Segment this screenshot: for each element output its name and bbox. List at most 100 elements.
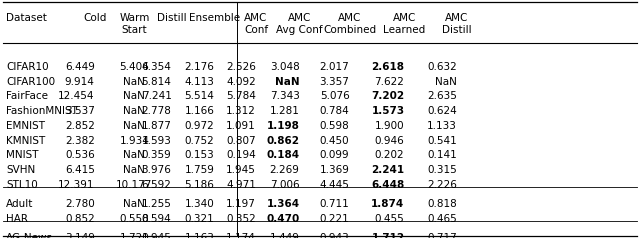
Text: NaN: NaN <box>275 77 300 87</box>
Text: 1.900: 1.900 <box>375 121 404 131</box>
Text: 3.149: 3.149 <box>65 233 95 238</box>
Text: AMC
Avg Conf: AMC Avg Conf <box>276 13 323 35</box>
Text: Adult: Adult <box>6 199 34 209</box>
Text: 1.593: 1.593 <box>141 136 172 146</box>
Text: 0.359: 0.359 <box>142 150 172 160</box>
Text: AMC
Conf: AMC Conf <box>244 13 268 35</box>
Text: SVHN: SVHN <box>6 165 36 175</box>
Text: 1.163: 1.163 <box>184 233 214 238</box>
Text: 2.176: 2.176 <box>184 62 214 72</box>
Text: EMNIST: EMNIST <box>6 121 45 131</box>
Text: Distill: Distill <box>157 13 186 23</box>
Text: 1.174: 1.174 <box>226 233 256 238</box>
Text: 4.092: 4.092 <box>227 77 256 87</box>
Text: 1.759: 1.759 <box>184 165 214 175</box>
Text: 1.369: 1.369 <box>319 165 349 175</box>
Text: 0.752: 0.752 <box>185 136 214 146</box>
Text: 4.971: 4.971 <box>226 180 256 190</box>
Text: AMC
Distill: AMC Distill <box>442 13 472 35</box>
Text: MNIST: MNIST <box>6 150 39 160</box>
Text: 6.448: 6.448 <box>371 180 404 190</box>
Text: 5.814: 5.814 <box>141 77 172 87</box>
Text: 0.632: 0.632 <box>428 62 457 72</box>
Text: 0.946: 0.946 <box>375 136 404 146</box>
Text: 12.391: 12.391 <box>58 180 95 190</box>
Text: 0.352: 0.352 <box>227 214 256 224</box>
Text: 7.006: 7.006 <box>270 180 300 190</box>
Text: 0.194: 0.194 <box>227 150 256 160</box>
Text: 2.778: 2.778 <box>141 106 172 116</box>
Text: 0.315: 0.315 <box>428 165 457 175</box>
Text: 6.592: 6.592 <box>141 180 172 190</box>
Text: 5.406: 5.406 <box>120 62 149 72</box>
Text: 9.914: 9.914 <box>65 77 95 87</box>
Text: 0.862: 0.862 <box>266 136 300 146</box>
Text: 1.945: 1.945 <box>226 165 256 175</box>
Text: 1.166: 1.166 <box>184 106 214 116</box>
Text: 3.976: 3.976 <box>141 165 172 175</box>
Text: Cold: Cold <box>83 13 106 23</box>
Text: 0.450: 0.450 <box>320 136 349 146</box>
Text: HAR: HAR <box>6 214 28 224</box>
Text: 4.113: 4.113 <box>184 77 214 87</box>
Text: 0.455: 0.455 <box>375 214 404 224</box>
Text: 1.312: 1.312 <box>226 106 256 116</box>
Text: 1.340: 1.340 <box>185 199 214 209</box>
Text: CIFAR10: CIFAR10 <box>6 62 49 72</box>
Text: 2.635: 2.635 <box>427 91 457 101</box>
Text: NaN: NaN <box>124 165 145 175</box>
Text: 1.573: 1.573 <box>371 106 404 116</box>
Text: 0.465: 0.465 <box>428 214 457 224</box>
Text: 1.934: 1.934 <box>120 136 149 146</box>
Text: 1.255: 1.255 <box>141 199 172 209</box>
Text: 4.354: 4.354 <box>141 62 172 72</box>
Text: 0.221: 0.221 <box>320 214 349 224</box>
Text: 0.558: 0.558 <box>120 214 149 224</box>
Text: KMNIST: KMNIST <box>6 136 45 146</box>
Text: 1.449: 1.449 <box>269 233 300 238</box>
Text: 1.877: 1.877 <box>141 121 172 131</box>
Text: 1.281: 1.281 <box>269 106 300 116</box>
Text: 10.177: 10.177 <box>116 180 152 190</box>
Text: Warm
Start: Warm Start <box>119 13 150 35</box>
Text: 0.972: 0.972 <box>185 121 214 131</box>
Text: 3.357: 3.357 <box>319 77 349 87</box>
Text: NaN: NaN <box>124 121 145 131</box>
Text: 0.541: 0.541 <box>428 136 457 146</box>
Text: 0.943: 0.943 <box>320 233 349 238</box>
Text: 2.780: 2.780 <box>65 199 95 209</box>
Text: AMC
Learned: AMC Learned <box>383 13 426 35</box>
Text: 0.153: 0.153 <box>185 150 214 160</box>
Text: 7.343: 7.343 <box>269 91 300 101</box>
Text: 0.184: 0.184 <box>266 150 300 160</box>
Text: 2.852: 2.852 <box>65 121 95 131</box>
Text: AG-News: AG-News <box>6 233 53 238</box>
Text: 5.186: 5.186 <box>184 180 214 190</box>
Text: 0.711: 0.711 <box>320 199 349 209</box>
Text: FashionMNIST: FashionMNIST <box>6 106 78 116</box>
Text: 0.818: 0.818 <box>428 199 457 209</box>
Text: 4.445: 4.445 <box>319 180 349 190</box>
Text: 0.141: 0.141 <box>428 150 457 160</box>
Text: NaN: NaN <box>124 199 145 209</box>
Text: 1.720: 1.720 <box>120 233 149 238</box>
Text: 0.717: 0.717 <box>428 233 457 238</box>
Text: 5.514: 5.514 <box>184 91 214 101</box>
Text: 1.091: 1.091 <box>227 121 256 131</box>
Text: STL10: STL10 <box>6 180 38 190</box>
Text: 0.598: 0.598 <box>320 121 349 131</box>
Text: NaN: NaN <box>124 150 145 160</box>
Text: 7.202: 7.202 <box>371 91 404 101</box>
Text: 2.618: 2.618 <box>371 62 404 72</box>
Text: 1.945: 1.945 <box>141 233 172 238</box>
Text: 0.202: 0.202 <box>375 150 404 160</box>
Text: 0.321: 0.321 <box>185 214 214 224</box>
Text: 0.624: 0.624 <box>428 106 457 116</box>
Text: 2.269: 2.269 <box>269 165 300 175</box>
Text: NaN: NaN <box>124 106 145 116</box>
Text: FairFace: FairFace <box>6 91 49 101</box>
Text: 7.241: 7.241 <box>141 91 172 101</box>
Text: 3.048: 3.048 <box>270 62 300 72</box>
Text: 7.622: 7.622 <box>374 77 404 87</box>
Text: 0.099: 0.099 <box>320 150 349 160</box>
